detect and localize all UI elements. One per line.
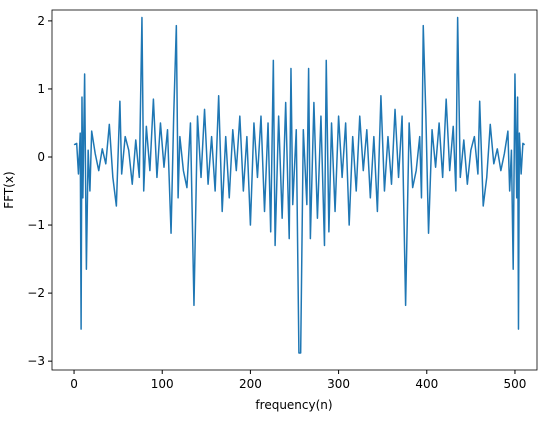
y-tick-label: −2 bbox=[27, 286, 45, 300]
x-tick-label: 100 bbox=[151, 377, 174, 391]
y-tick-label: 1 bbox=[37, 82, 45, 96]
x-tick-label: 0 bbox=[70, 377, 78, 391]
x-tick-label: 200 bbox=[239, 377, 262, 391]
x-tick-label: 400 bbox=[415, 377, 438, 391]
line bbox=[73, 16, 526, 354]
y-axis-label: FFT(x) bbox=[2, 171, 16, 208]
y-tick-label: 2 bbox=[37, 14, 45, 28]
y-tick-label: −1 bbox=[27, 218, 45, 232]
x-tick-label: 300 bbox=[327, 377, 350, 391]
y-tick-label: −3 bbox=[27, 354, 45, 368]
x-axis-label: frequency(n) bbox=[255, 398, 332, 412]
x-tick-label: 500 bbox=[504, 377, 527, 391]
axes-frame bbox=[51, 9, 538, 371]
y-tick-label: 0 bbox=[37, 150, 45, 164]
